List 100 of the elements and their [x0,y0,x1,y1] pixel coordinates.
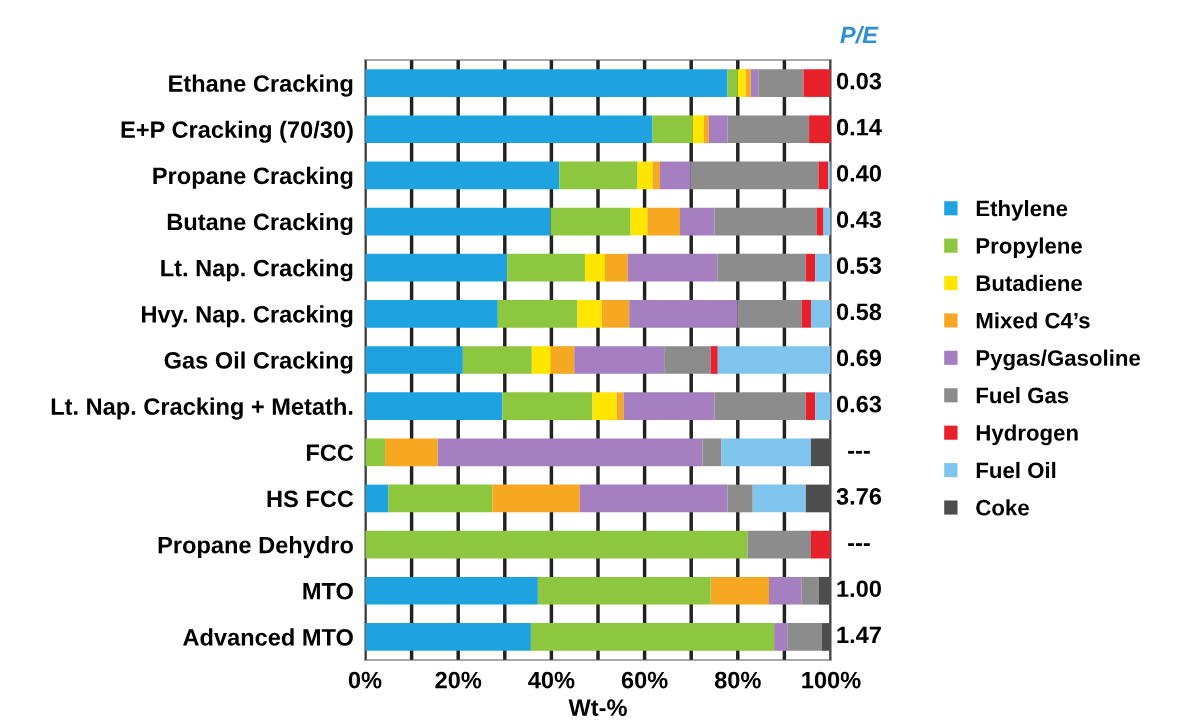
legend-label: Hydrogen [976,424,1078,446]
bar [803,69,831,97]
bar [365,484,389,513]
bar [750,69,759,97]
bar [717,253,806,282]
bar [714,392,806,420]
bar [745,69,751,97]
bar [497,300,578,328]
bar [652,161,660,190]
text: 0.14 [836,118,882,136]
legend-label: Fuel Gas [976,387,1069,404]
bar [727,115,810,144]
bar [702,438,722,467]
bar [592,392,617,420]
y-tick-label: Propane Cracking [153,166,353,189]
bar [727,69,738,97]
bar [365,530,748,559]
y-tick-label: FCC [306,444,354,462]
bar [574,346,665,374]
bar [818,161,829,190]
bar [365,300,498,328]
y-tick-label: Butane Cracking [167,212,353,236]
bar [710,346,718,374]
bar [708,115,728,144]
bar [629,300,738,328]
text: --- [848,450,870,454]
bar [659,161,691,190]
y-tick-label: Ethane Cracking [169,74,353,97]
bar [616,392,624,420]
x-tick-label: 80% [714,671,761,689]
bar [462,346,532,374]
bar [388,484,493,513]
bar [801,300,811,328]
text: 3.76 [836,488,882,505]
bar [537,576,711,605]
bar [710,576,770,605]
bar [365,115,653,144]
bar [652,115,693,144]
bar [365,623,531,651]
bar [805,392,816,420]
bar [365,69,728,97]
bar [437,438,703,467]
y-tick-label: E+P Cracking (70/30) [121,120,353,143]
text: 0.53 [836,257,882,275]
bar [584,253,605,282]
text: 0.43 [836,211,882,228]
bar [805,253,816,282]
y-tick-label: HS FCC [267,490,354,508]
y-tick-label: Hvy. Nap. Cracking [142,305,353,328]
text: 0.03 [836,72,882,90]
bar [365,576,538,605]
bar [601,300,630,328]
bar [774,623,788,651]
bar [758,69,804,97]
text: 1.00 [837,580,881,598]
text: 1.47 [837,626,881,644]
text: P/E [840,25,879,44]
text: 0.69 [836,349,882,367]
bar [737,69,746,97]
bar [577,300,602,328]
bar [815,253,831,282]
x-tick-label: 0% [348,671,382,689]
bar [550,346,575,374]
x-tick-label: 60% [621,671,668,689]
bar [809,115,831,144]
bar [637,161,653,190]
legend-label: Fuel Oil [976,461,1056,479]
bar [531,346,551,374]
bar [365,346,463,374]
bar [717,346,831,374]
y-tick-label: Lt. Nap. Cracking + Metath. [51,397,353,420]
bar [579,484,728,513]
bar [810,530,831,559]
text: --- [848,543,870,547]
text: 0.63 [836,395,882,413]
x-tick-label: 100% [802,671,861,689]
bar [752,484,806,513]
legend-label: Mixed C4’s [976,312,1090,329]
bar [692,115,704,144]
y-tick-label: Lt. Nap. Cracking [161,259,353,282]
bar [365,207,551,236]
bar [801,576,819,605]
text: 0.58 [836,303,882,321]
bar [721,438,811,467]
bar [815,392,831,420]
bar [747,530,811,559]
bar [810,300,831,328]
y-tick-label: Gas Oil Cracking [164,351,353,374]
bar [559,161,638,190]
bar [385,438,438,467]
y-tick-label: Propane Dehydro [158,536,353,559]
bar [627,253,718,282]
bar [727,484,753,513]
bar [492,484,580,513]
bar [647,207,681,236]
y-tick-label: MTO [303,582,353,600]
x-tick-label: 20% [435,671,482,689]
legend-label: Coke [976,499,1029,516]
bar [714,207,817,236]
bar [365,253,508,282]
